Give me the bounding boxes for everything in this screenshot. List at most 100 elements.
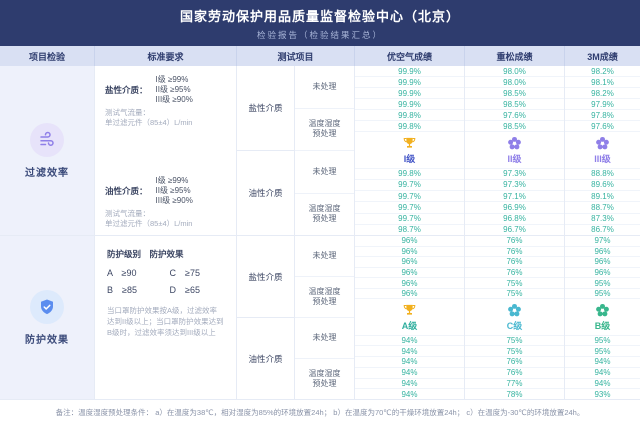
salt-flow-label: 测试气流量：: [105, 108, 150, 117]
grade-d-requirement: D ≥65: [169, 285, 200, 295]
grade-label: B级: [594, 320, 611, 331]
salt-level-1: I级 ≥99%: [155, 75, 189, 84]
oil-level-2: II级 ≥95%: [155, 186, 191, 195]
score-value: 97.3%: [465, 169, 564, 180]
protection-grade-table: A ≥90 C ≥75 B ≥85 D ≥65: [107, 266, 224, 296]
score-value: 99.7%: [355, 214, 464, 225]
section-label-filter: 过滤效率: [25, 167, 69, 179]
flower-icon: [508, 136, 521, 149]
score-value: 94%: [401, 389, 418, 399]
score-value: 96.7%: [503, 225, 526, 235]
results-table: 项目检验 标准要求 测试项目 优空气成绩 重松成绩 3M成绩 过滤效率: [0, 46, 640, 400]
treatment-conditioned: 温度湿度 预处理: [308, 204, 341, 224]
score-value: 97.8%: [565, 110, 640, 122]
filter-scores-youkongqi: 99.9% 99.9% 99.9% 99.9% 99.8% 99.8% I级 99.8% 9…: [355, 66, 465, 236]
score-value: 98.0%: [465, 66, 564, 78]
trophy-icon: [403, 137, 416, 148]
grade-a-requirement: A ≥90: [107, 268, 137, 278]
grade-label: C级: [506, 320, 523, 331]
salt-level-2: II级 ≥95%: [155, 85, 191, 94]
score-value: 96.9%: [465, 202, 564, 214]
score-value: 97.3%: [465, 180, 564, 191]
grade-badge-filter-3m: III级: [565, 133, 640, 169]
score-value: 97.9%: [565, 99, 640, 111]
grade-label: A级: [401, 320, 418, 331]
treatment-conditioned: 温度湿度 预处理: [295, 109, 354, 151]
score-value: 94%: [355, 357, 464, 368]
shield-check-icon: [30, 289, 64, 324]
score-value: 99.7%: [355, 191, 464, 203]
score-value: 98.2%: [565, 88, 640, 100]
score-value: 99.8%: [355, 169, 464, 180]
score-value: 94%: [565, 368, 640, 379]
footer-note: 备注：温度湿度预处理条件： a）在温度为38℃，相对湿度为85%的环境放置24h…: [55, 408, 585, 417]
salt-scores: 96% 96% 96% 96% 96% 96%: [355, 236, 464, 300]
grade-label: II级: [507, 153, 522, 164]
col-header-chongsong: 重松成绩: [465, 46, 565, 66]
grade-badge-protection-youkongqi: A级: [355, 300, 464, 336]
salt-scores: 97% 96% 96% 96% 95% 95%: [565, 236, 640, 300]
score-value: 96%: [565, 247, 640, 258]
oil-level-1: I级 ≥99%: [155, 176, 189, 185]
protection-standard-cell: 防护级别 防护效果 A ≥90 C ≥75 B ≥85 D ≥65 当口罩防护效…: [95, 236, 237, 400]
score-value: 76%: [465, 257, 564, 268]
score-value: 86.7%: [591, 225, 614, 235]
score-value: 98.7%: [398, 225, 421, 235]
score-value: 99.8%: [355, 121, 464, 133]
score-value: 96%: [355, 268, 464, 279]
report-header: 国家劳动保护用品质量监督检验中心（北京） 检验报告（检验结果汇总）: [0, 0, 640, 46]
flower-icon: [508, 303, 521, 316]
grade-b-requirement: B ≥85: [107, 285, 137, 295]
score-value: 78%: [506, 389, 523, 399]
col-header-item: 项目检验: [0, 46, 95, 66]
score-value: 96.8%: [465, 214, 564, 225]
score-value: 88.8%: [565, 169, 640, 180]
score-value: 98.0%: [465, 77, 564, 89]
col-header-youkongqi: 优空气成绩: [355, 46, 465, 66]
treatment-untreated: 未处理: [295, 236, 354, 277]
score-value: 94%: [355, 336, 464, 347]
oil-scores: 94% 94% 94% 94% 94% 94%: [355, 336, 464, 400]
trophy-icon: [403, 304, 416, 315]
filter-media-cell: 盐性介质 油性介质: [237, 66, 295, 236]
score-value: 75%: [465, 336, 564, 347]
oil-scores: 75% 75% 76% 76% 77% 78%: [465, 336, 564, 400]
score-value: 95%: [565, 289, 640, 300]
grade-label: III级: [594, 153, 611, 164]
oil-flow-value: 单过滤元件（85±4）L/min: [105, 218, 193, 228]
grade-label: I级: [403, 153, 416, 164]
score-value: 98.5%: [465, 121, 564, 133]
score-value: 94%: [355, 346, 464, 357]
filter-scores-3m: 98.2% 98.1% 98.2% 97.9% 97.8% 97.6% III级 88.8…: [565, 66, 640, 236]
score-value: 88.7%: [565, 202, 640, 214]
salt-scores: 76% 76% 76% 76% 75% 75%: [465, 236, 564, 300]
salt-scores: 99.9% 99.9% 99.9% 99.9% 99.8% 99.8%: [355, 66, 464, 133]
score-value: 89.6%: [565, 180, 640, 191]
protection-standard-note: 当口罩防护效果按A级，过滤效率达到II级以上；当口罩防护效果达到B级时，过滤效率…: [107, 306, 224, 337]
score-value: 99.9%: [355, 77, 464, 89]
score-value: 96%: [355, 289, 464, 300]
score-value: 97%: [565, 236, 640, 247]
salt-scores: 98.2% 98.1% 98.2% 97.9% 97.8% 97.6%: [565, 66, 640, 133]
score-value: 98.2%: [565, 66, 640, 78]
col-header-standard: 标准要求: [95, 46, 237, 66]
score-value: 95%: [565, 278, 640, 289]
treatment-untreated: 未处理: [295, 151, 354, 194]
score-value: 95%: [565, 346, 640, 357]
score-value: 96%: [565, 257, 640, 268]
grade-c-requirement: C ≥75: [169, 268, 200, 278]
protection-standard-header: 防护级别 防护效果: [107, 249, 184, 259]
treatment-conditioned: 温度湿度 预处理: [295, 277, 354, 318]
score-value: 99.9%: [355, 99, 464, 111]
filter-scores-chongsong: 98.0% 98.0% 98.5% 98.5% 97.6% 98.5% II级 97.3%…: [465, 66, 565, 236]
score-value: 97.1%: [465, 191, 564, 203]
score-value: 75%: [465, 289, 564, 300]
flower-icon: [596, 303, 609, 316]
treatment-untreated: 未处理: [295, 66, 354, 109]
section-label-protection: 防护效果: [25, 334, 69, 346]
score-value: 98.5%: [465, 88, 564, 100]
grade-badge-filter-chongsong: II级: [465, 133, 564, 169]
score-value: 77%: [465, 379, 564, 390]
salt-scores: 98.0% 98.0% 98.5% 98.5% 97.6% 98.5%: [465, 66, 564, 133]
